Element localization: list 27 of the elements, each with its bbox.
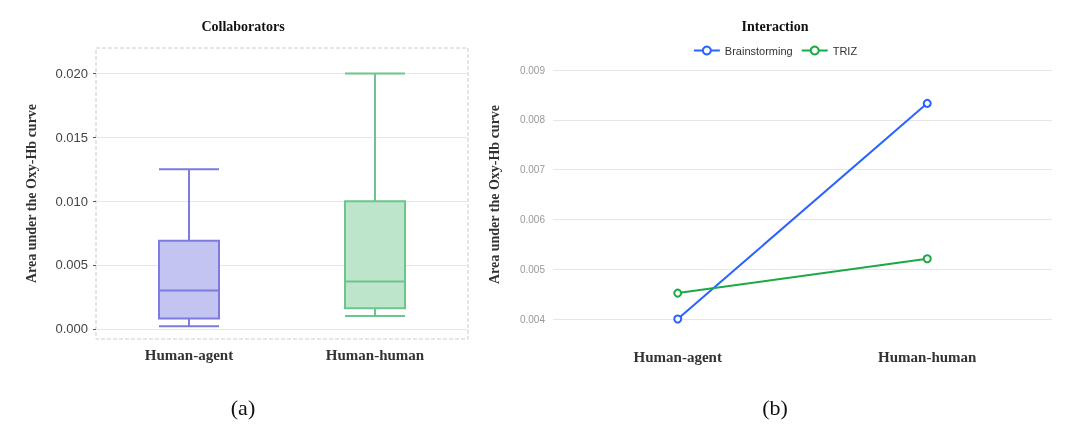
y-tick-label: 0.008 (519, 114, 546, 126)
point (922, 98, 932, 108)
y-tick-label: 0.015 (55, 129, 88, 145)
text: (a) (230, 394, 256, 420)
y-tick-label: 0.005 (519, 263, 546, 275)
x-tick-label: Human-agent (144, 346, 234, 363)
x-tick-label: Human-agent (633, 348, 722, 365)
y-tick-label: 0.004 (519, 313, 546, 325)
legend-label: TRIZ (832, 44, 858, 57)
y-tick-label: 0.000 (55, 321, 88, 337)
x-tick-label: Human-human (325, 346, 425, 363)
legend-label: Brainstorming (724, 44, 793, 57)
chart-title: Interaction (741, 18, 809, 34)
y-tick-label: 0.006 (519, 213, 546, 225)
y-tick-label: 0.005 (55, 257, 88, 273)
x-tick-label: Human-human (878, 348, 978, 365)
y-tick-label: 0.009 (519, 64, 546, 76)
text: (b) (762, 394, 788, 420)
y-tick-label: 0.010 (55, 193, 88, 209)
chart-title: Collaborators (201, 18, 286, 34)
point (673, 314, 683, 324)
point (922, 254, 932, 264)
y-axis-title: Area under the Oxy-Hb curve (23, 103, 39, 284)
point (673, 288, 683, 298)
y-tick-label: 0.020 (55, 66, 88, 82)
y-axis-title: Area under the Oxy-Hb curve (486, 104, 502, 285)
y-tick-label: 0.007 (519, 164, 546, 176)
